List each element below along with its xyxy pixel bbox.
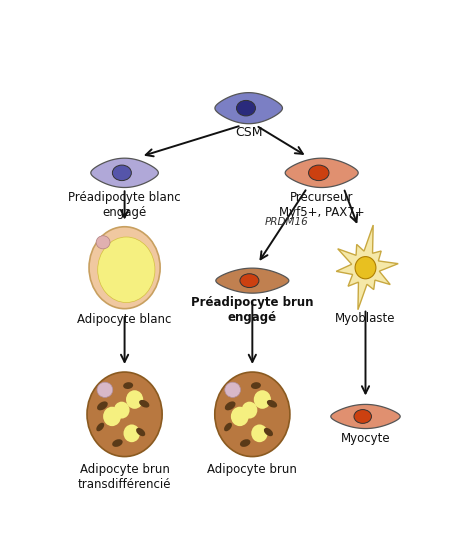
Ellipse shape [225,402,236,410]
Ellipse shape [240,439,251,447]
Text: Précurseur
Myf5+, PAX7+: Précurseur Myf5+, PAX7+ [279,191,365,219]
Ellipse shape [97,237,155,302]
Ellipse shape [354,409,372,423]
Ellipse shape [123,424,140,442]
Ellipse shape [251,424,268,442]
Text: PRDM16: PRDM16 [265,217,309,227]
Ellipse shape [97,402,108,410]
Ellipse shape [113,165,131,181]
Ellipse shape [96,236,110,249]
Ellipse shape [114,402,130,418]
Text: Myoblaste: Myoblaste [335,312,396,325]
Ellipse shape [126,390,143,409]
Text: Préadipocyte blanc
engagé: Préadipocyte blanc engagé [68,191,181,219]
Text: Adipocyte brun: Adipocyte brun [207,463,297,475]
Ellipse shape [225,382,241,398]
Polygon shape [91,158,158,188]
Ellipse shape [103,407,121,426]
Ellipse shape [264,428,273,436]
Ellipse shape [240,274,259,287]
Text: CSM: CSM [235,126,262,139]
Polygon shape [216,268,289,293]
Ellipse shape [96,423,104,431]
Ellipse shape [242,402,257,418]
Text: Préadipocyte brun
engagé: Préadipocyte brun engagé [191,296,314,324]
Polygon shape [331,404,400,428]
Ellipse shape [267,400,277,408]
Text: Adipocyte brun
transdifférencié: Adipocyte brun transdifférencié [78,463,171,491]
Ellipse shape [254,390,271,409]
Ellipse shape [355,256,376,279]
Polygon shape [285,158,358,188]
Ellipse shape [89,227,160,309]
Polygon shape [336,225,398,310]
Text: Adipocyte blanc: Adipocyte blanc [77,314,172,326]
Ellipse shape [112,439,122,447]
Ellipse shape [87,372,162,456]
Ellipse shape [251,382,261,389]
Ellipse shape [309,165,329,181]
Polygon shape [215,92,283,124]
Text: Myocyte: Myocyte [341,432,390,445]
Ellipse shape [97,382,113,398]
Ellipse shape [139,400,149,408]
Ellipse shape [231,407,249,426]
Ellipse shape [123,382,133,389]
Ellipse shape [136,428,145,436]
Ellipse shape [236,100,255,116]
Ellipse shape [224,423,232,431]
Ellipse shape [215,372,290,456]
